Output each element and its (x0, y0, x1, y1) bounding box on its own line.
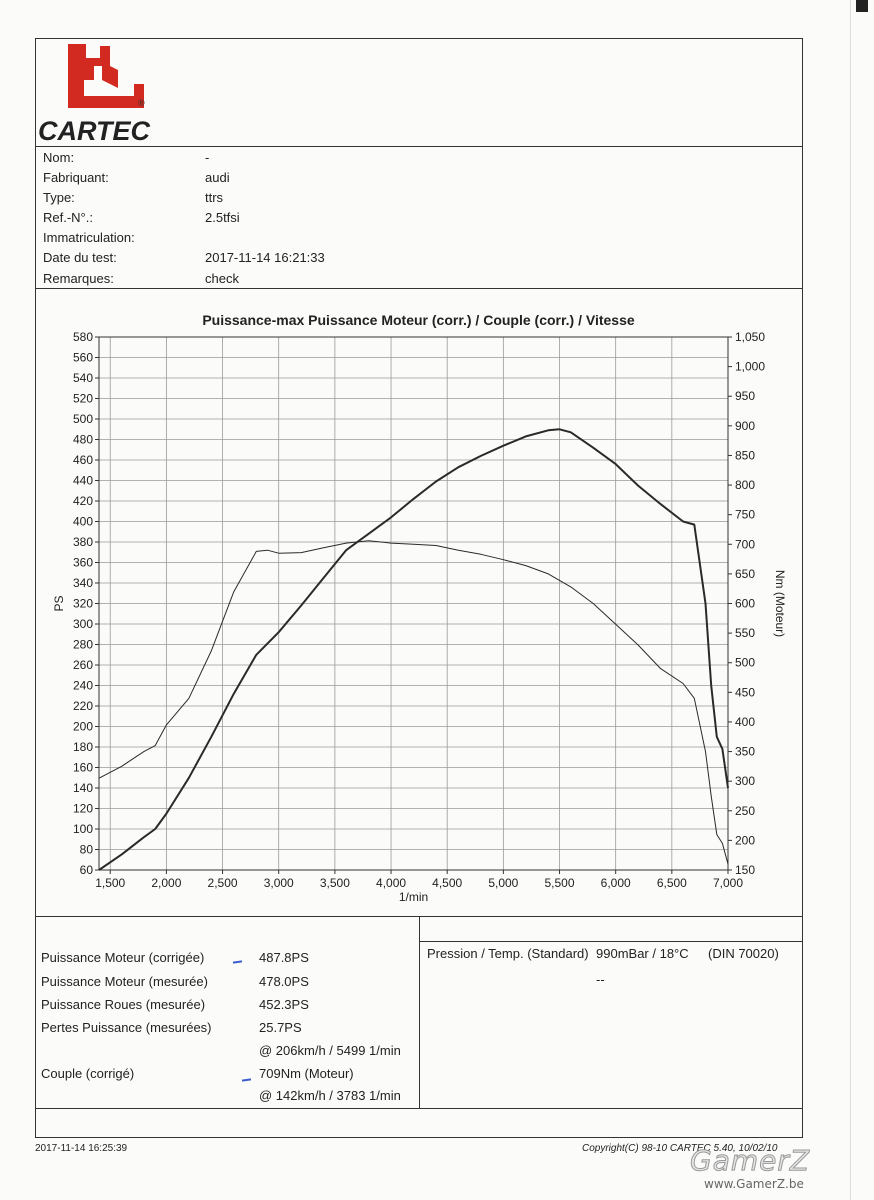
registered-mark: ® (138, 98, 145, 108)
watermark-logo: GamerZ (689, 1144, 811, 1178)
logo-text: CARTEC (38, 116, 151, 146)
torque-condition: @ 142km/h / 3783 1/min (259, 1088, 401, 1103)
info-label-remarques: Remarques: (43, 271, 114, 286)
divider-bottom (35, 1108, 803, 1109)
info-label-ref: Ref.-N°.: (43, 210, 93, 225)
info-label-type: Type: (43, 190, 75, 205)
result-label-1: Puissance Moteur (mesurée) (41, 974, 208, 989)
info-label-fabriquant: Fabriquant: (43, 170, 109, 185)
info-label-date: Date du test: (43, 250, 117, 265)
cartec-logo: ® CARTEC (38, 44, 151, 146)
torque-value: 709Nm (Moteur) (259, 1066, 354, 1081)
result-label-0: Puissance Moteur (corrigée) (41, 950, 205, 965)
result-value-3: 25.7PS (259, 1020, 302, 1035)
divider-results (419, 916, 420, 1109)
conditions-norm: (DIN 70020) (708, 946, 779, 961)
conditions-value: 990mBar / 18°C (596, 946, 689, 961)
info-value-remarques: check (205, 271, 239, 286)
power-condition: @ 206km/h / 5499 1/min (259, 1043, 401, 1058)
page-edge (850, 0, 851, 1200)
result-value-2: 452.3PS (259, 997, 309, 1012)
result-label-3: Pertes Puissance (mesurées) (41, 1020, 212, 1035)
watermark-url: www.GamerZ.be (704, 1177, 804, 1191)
torque-label: Couple (corrigé) (41, 1066, 135, 1081)
result-label-2: Puissance Roues (mesurée) (41, 997, 206, 1012)
conditions-label: Pression / Temp. (Standard) (427, 946, 589, 961)
info-label-immatriculation: Immatriculation: (43, 230, 135, 245)
info-value-ref: 2.5tfsi (205, 210, 240, 225)
result-value-1: 478.0PS (259, 974, 309, 989)
print-timestamp: 2017-11-14 16:25:39 (35, 1143, 128, 1154)
report-frame (35, 38, 803, 1138)
result-value-0: 487.8PS (259, 950, 309, 965)
divider-logo (35, 146, 803, 147)
divider-info (35, 288, 803, 289)
copyright: Copyright(C) 98-10 CARTEC 5.40, 10/02/10 (582, 1143, 778, 1154)
conditions-dash: -- (596, 972, 605, 987)
info-value-date: 2017-11-14 16:21:33 (205, 250, 325, 265)
info-value-nom: - (205, 150, 210, 165)
info-value-fabriquant: audi (205, 170, 230, 185)
divider-conditions (420, 941, 803, 942)
info-value-type: ttrs (205, 190, 224, 205)
scan-corner (856, 0, 868, 12)
info-label-nom: Nom: (43, 150, 75, 165)
